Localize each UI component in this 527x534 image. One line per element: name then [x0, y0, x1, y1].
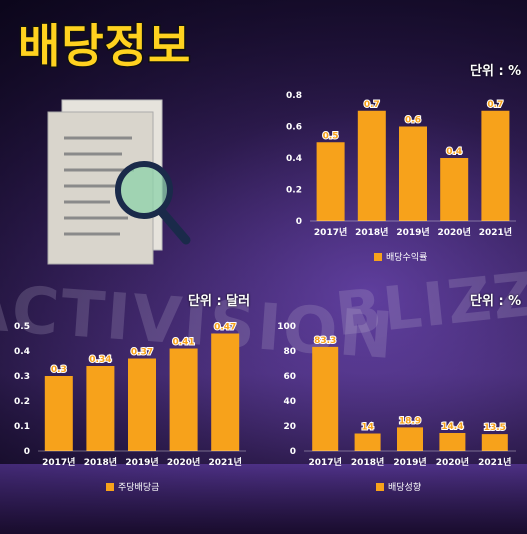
data-label: 0.6	[405, 116, 421, 126]
x-tick-label: 2019년	[393, 456, 426, 468]
bar	[316, 142, 345, 221]
data-label: 83.3	[314, 336, 336, 346]
y-tick-label: 40	[283, 397, 296, 407]
y-tick-label: 0.4	[286, 154, 302, 164]
y-tick-label: 0	[24, 447, 30, 457]
y-tick-label: 80	[283, 347, 296, 357]
x-tick-label: 2018년	[84, 456, 117, 468]
x-tick-label: 2021년	[209, 456, 242, 468]
legend-label: 배당성향	[388, 483, 422, 493]
bar	[439, 433, 466, 451]
chart-2-legend: 주당배당금	[106, 480, 159, 493]
x-tick-label: 2018년	[351, 456, 384, 468]
data-label: 0.7	[487, 100, 503, 110]
x-tick-label: 2017년	[314, 226, 347, 238]
x-tick-label: 2021년	[479, 226, 512, 238]
x-tick-label: 2018년	[355, 226, 388, 238]
x-tick-label: 2020년	[436, 456, 469, 468]
bar	[354, 433, 381, 451]
y-tick-label: 0	[290, 447, 296, 457]
y-tick-label: 0.3	[14, 372, 30, 382]
data-label: 18.9	[399, 416, 421, 426]
bar	[481, 110, 510, 221]
legend-swatch	[106, 482, 114, 491]
chart-dividend-growth: 0 20 40 60 80 100 83.3 2017년 14 2018년 18.9 2019년 14.…	[277, 316, 520, 475]
x-tick-label: 2020년	[167, 456, 200, 468]
bar	[169, 348, 198, 451]
data-label: 0.34	[89, 355, 111, 365]
y-tick-label: 0.2	[286, 186, 302, 196]
data-label: 0.5	[323, 131, 339, 141]
y-tick-label: 0.2	[14, 397, 30, 407]
bar	[357, 110, 386, 221]
y-tick-label: 0.1	[14, 422, 30, 432]
bar	[481, 434, 508, 451]
data-label: 14	[361, 423, 374, 433]
y-tick-label: 60	[283, 372, 296, 382]
x-tick-label: 2017년	[309, 456, 342, 468]
chart-2-unit: 단위 : 달러	[188, 294, 251, 309]
bar	[440, 158, 469, 221]
data-label: 0.41	[172, 338, 194, 348]
chart-3-legend: 배당성향	[376, 480, 421, 493]
document-search-icon	[47, 99, 191, 265]
bar	[312, 346, 339, 451]
chart-dividend-per-share: 0 0.1 0.2 0.3 0.4 0.5 0.3 2017년 0.34 2018년 0.37 201…	[10, 316, 250, 475]
y-tick-label: 0.6	[286, 123, 302, 133]
bar	[128, 358, 156, 451]
x-tick-label: 2020년	[438, 226, 471, 238]
chart-1-unit: 단위 : %	[470, 64, 522, 79]
bar	[86, 366, 115, 451]
data-label: 0.4	[446, 147, 462, 157]
chart-3-unit: 단위 : %	[470, 294, 522, 309]
bar	[44, 376, 73, 451]
data-label: 0.3	[51, 365, 67, 375]
chart-1-legend: 배당수익률	[374, 250, 427, 263]
data-label: 13.5	[484, 423, 506, 433]
data-label: 14.4	[441, 422, 463, 432]
y-tick-label: 0.8	[286, 91, 302, 101]
legend-swatch	[376, 482, 384, 491]
bar	[211, 333, 240, 451]
data-label: 0.37	[131, 348, 153, 358]
y-tick-label: 0.5	[14, 322, 30, 332]
bar	[399, 126, 427, 221]
data-label: 0.7	[364, 100, 380, 110]
data-label: 0.47	[214, 323, 236, 333]
x-tick-label: 2017년	[42, 456, 75, 468]
stage-floor	[0, 464, 527, 534]
y-tick-label: 20	[283, 422, 296, 432]
y-tick-label: 100	[277, 322, 296, 332]
page-title: 배당정보	[16, 18, 192, 75]
chart-dividend-yield: 0 0.2 0.4 0.6 0.8 0.5 2017년 0.7 2018년 0.6 2019년 0.4…	[280, 85, 520, 249]
x-tick-label: 2019년	[125, 456, 158, 468]
legend-label: 주당배당금	[118, 483, 160, 493]
legend-swatch	[374, 252, 382, 261]
y-tick-label: 0.4	[14, 347, 30, 357]
x-tick-label: 2019년	[396, 226, 429, 238]
legend-label: 배당수익률	[386, 253, 428, 263]
x-tick-label: 2021년	[478, 456, 511, 468]
bar	[397, 427, 423, 451]
y-tick-label: 0	[296, 217, 302, 227]
